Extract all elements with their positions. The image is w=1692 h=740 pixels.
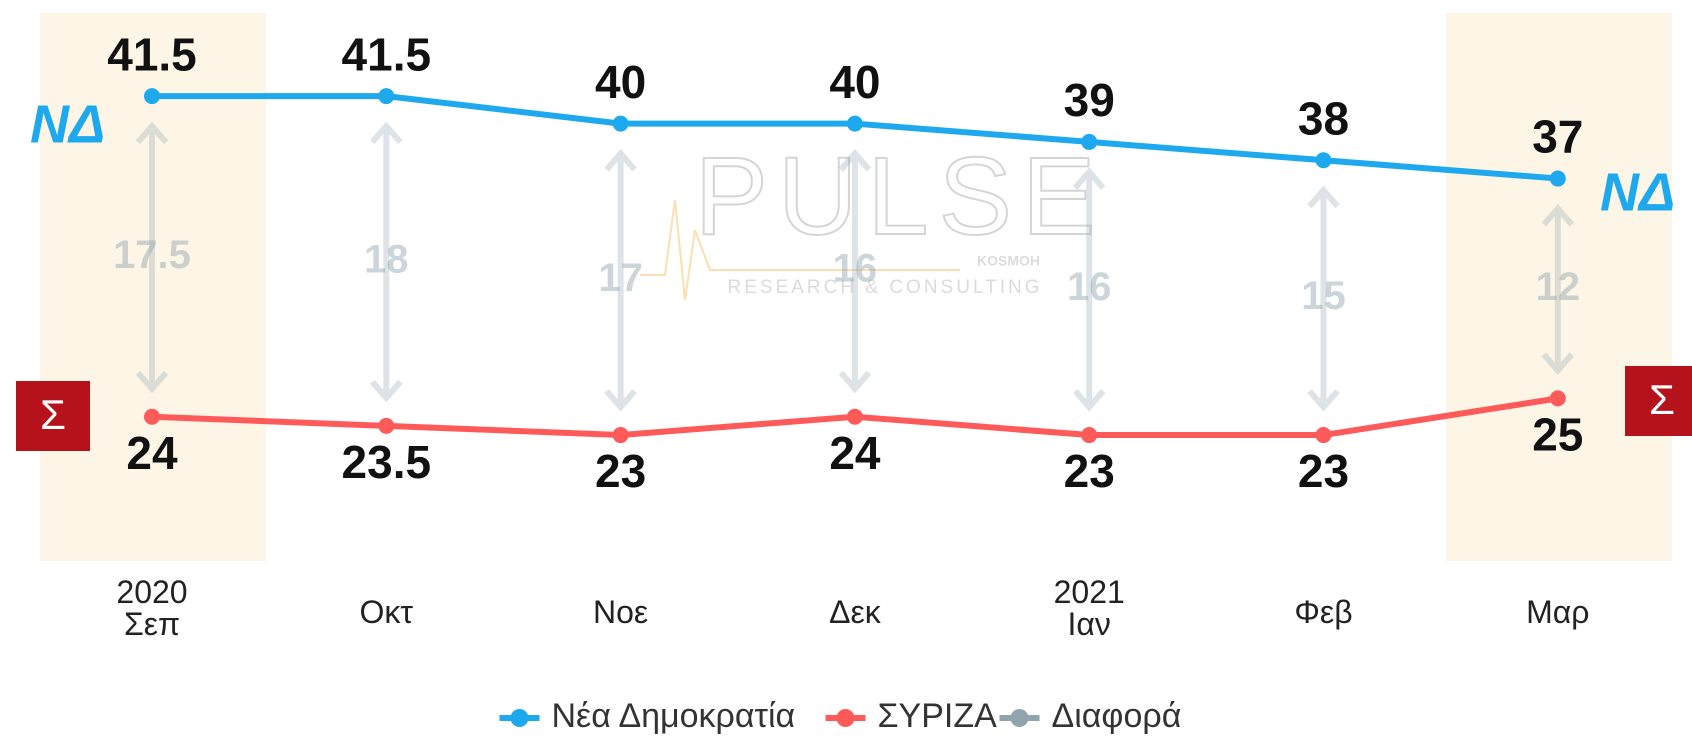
point — [144, 408, 160, 425]
logo-nd: ΝΔ — [30, 94, 105, 154]
point — [1081, 427, 1098, 444]
value-label: 23 — [1064, 445, 1115, 497]
highlight-band — [40, 13, 266, 561]
logo-syriza: Σ — [1649, 376, 1675, 423]
value-label: 41.5 — [342, 28, 432, 80]
difference-arrow — [604, 149, 637, 412]
watermark: PULSE KOSMOH RESEARCH & CONSULTING — [640, 134, 1106, 301]
legend-label: Νέα Δημοκρατία — [552, 697, 796, 735]
value-label: 39 — [1064, 74, 1115, 126]
x-tick-label: Δεκ — [829, 594, 881, 630]
arrow-head — [604, 389, 637, 412]
difference-arrow — [370, 121, 403, 403]
logo-syriza-bg — [1625, 366, 1692, 436]
point — [1081, 133, 1098, 150]
legend-marker-dot — [836, 709, 855, 727]
point — [612, 115, 629, 132]
x-tick-label: 2021 Ιαν — [1053, 574, 1125, 642]
x-tick-label: Οκτ — [359, 594, 414, 630]
nd-logo-right: ΝΔ — [1600, 162, 1675, 222]
value-label: 25 — [1532, 409, 1583, 461]
difference-label: 17.5 — [113, 233, 191, 277]
value-label: 37 — [1532, 111, 1583, 163]
point — [378, 417, 395, 434]
value-label: 40 — [829, 56, 880, 108]
point — [1315, 152, 1332, 169]
point — [1549, 170, 1566, 187]
point — [846, 408, 863, 425]
difference-label: 12 — [1536, 265, 1581, 309]
nd-logo-left: ΝΔ — [30, 94, 105, 154]
arrow-head — [135, 370, 169, 394]
value-label: 24 — [829, 427, 881, 479]
arrow-head — [1072, 389, 1106, 412]
difference-arrow — [838, 149, 872, 394]
arrow-head — [135, 121, 169, 145]
arrow-head — [604, 149, 637, 172]
difference-arrow — [1072, 167, 1106, 412]
difference-label: 18 — [364, 238, 409, 282]
legend: Νέα Δημοκρατία ΣΥΡΙΖΑ Διαφορά — [499, 697, 1182, 735]
highlight-band — [1446, 13, 1672, 561]
difference-label: 16 — [833, 247, 878, 291]
logo-nd: ΝΔ — [1600, 162, 1675, 222]
x-tick-label: Νοε — [593, 594, 649, 630]
x-tick-label: Φεβ — [1294, 594, 1353, 630]
value-label: 23 — [595, 445, 646, 497]
value-label: 23.5 — [342, 436, 432, 488]
difference-label: 16 — [1067, 265, 1112, 309]
legend-label: Διαφορά — [1052, 697, 1182, 735]
difference-arrow — [135, 121, 169, 394]
difference-label: 15 — [1301, 274, 1346, 318]
arrow-head — [838, 370, 872, 394]
watermark-tagline: RESEARCH & CONSULTING — [728, 277, 1043, 298]
value-label: 38 — [1298, 92, 1349, 144]
point — [846, 115, 863, 132]
watermark-partner: KOSMOH — [977, 253, 1040, 269]
arrow-head — [370, 121, 403, 145]
value-label: 41.5 — [107, 28, 197, 80]
difference-label: 17 — [598, 256, 643, 300]
logo-syriza: Σ — [40, 391, 66, 438]
arrow-head — [1072, 167, 1106, 190]
value-label: 23 — [1298, 445, 1349, 497]
point — [378, 88, 395, 105]
point — [612, 427, 629, 444]
legend-marker-dot — [510, 709, 529, 727]
arrow-head — [1541, 352, 1575, 375]
point — [1549, 390, 1566, 407]
point — [144, 88, 160, 105]
x-tick-label: Μαρ — [1526, 594, 1590, 630]
arrow-head — [370, 379, 403, 403]
arrow-head — [1541, 204, 1575, 227]
difference-arrow — [1307, 185, 1340, 412]
point — [1315, 427, 1332, 444]
legend-label: ΣΥΡΙΖΑ — [878, 697, 998, 735]
arrow-head — [1307, 389, 1340, 412]
arrow-head — [838, 149, 872, 172]
value-label: 40 — [595, 56, 646, 108]
logo-syriza-bg — [16, 381, 90, 451]
legend-marker-dot — [1010, 709, 1029, 727]
difference-arrow — [1541, 204, 1575, 375]
x-tick-label: 2020 Σεπ — [116, 574, 188, 642]
value-label: 24 — [126, 427, 178, 479]
watermark-brand: PULSE — [695, 135, 1106, 258]
watermark-pulse — [640, 199, 960, 301]
arrow-head — [1307, 185, 1340, 209]
